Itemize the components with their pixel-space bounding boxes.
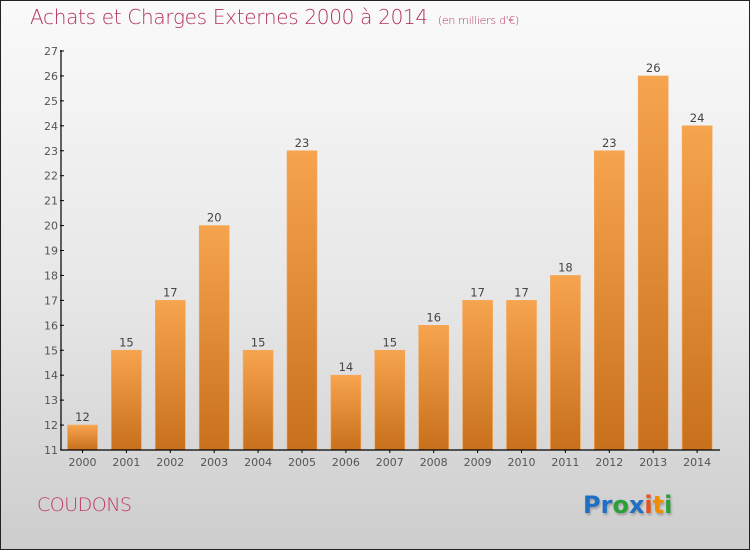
logo-letter: i — [644, 491, 653, 519]
bar-2003 — [198, 225, 230, 451]
value-label-2011: 18 — [558, 260, 573, 274]
chart-title: Achats et Charges Externes 2000 à 2014 (e… — [30, 5, 519, 29]
value-label-2006: 14 — [339, 360, 354, 374]
y-tick-label-27: 27 — [44, 45, 58, 58]
value-label-2004: 15 — [251, 335, 266, 349]
x-tick-label-2005: 2005 — [288, 456, 316, 469]
bar-2004 — [242, 349, 274, 451]
bar-2010 — [506, 300, 537, 451]
value-label-2003: 20 — [207, 211, 222, 225]
x-tick-label-2002: 2002 — [156, 456, 184, 469]
x-tick-label-2014: 2014 — [683, 456, 711, 469]
bar-2008 — [418, 325, 450, 451]
value-label-2009: 17 — [470, 285, 485, 299]
y-tick-label-26: 26 — [44, 70, 58, 83]
y-tick-label-25: 25 — [44, 95, 58, 108]
y-axis: 11 12 13 14 15 16 17 18 19 20 21 22 23 24 25 26 27 — [44, 45, 64, 457]
y-tick-label-20: 20 — [44, 220, 58, 233]
title-text: Achats et Charges Externes 2000 à 2014 — [30, 5, 428, 29]
y-tick-label-14: 14 — [44, 369, 58, 382]
bars-group — [67, 75, 713, 451]
y-tick-label-21: 21 — [44, 195, 58, 208]
value-label-2001: 15 — [119, 335, 134, 349]
y-tick-label-16: 16 — [44, 319, 58, 332]
y-tick-label-13: 13 — [44, 394, 58, 407]
bar-2000 — [67, 424, 98, 451]
logo-letter: r — [600, 491, 613, 519]
proxiti-logo[interactable]: Proxiti — [583, 491, 672, 519]
x-tick-label-2000: 2000 — [69, 456, 97, 469]
bar-2013 — [637, 75, 669, 451]
x-tick-label-2008: 2008 — [420, 456, 448, 469]
bar-2006 — [330, 374, 362, 451]
value-label-2008: 16 — [426, 310, 441, 324]
bar-2011 — [550, 275, 581, 451]
logo-letter: i — [664, 491, 673, 519]
value-label-2005: 23 — [295, 136, 310, 150]
x-tick-label-2001: 2001 — [112, 456, 140, 469]
title-unit: (en milliers d'€) — [437, 14, 520, 27]
value-label-2012: 23 — [602, 136, 617, 150]
bar-2001 — [111, 349, 142, 451]
x-tick-label-2012: 2012 — [595, 456, 623, 469]
bar-2002 — [155, 300, 186, 451]
bar-2005 — [286, 150, 318, 451]
x-tick-label-2011: 2011 — [551, 456, 579, 469]
y-tick-label-18: 18 — [44, 269, 58, 282]
x-tick-label-2006: 2006 — [332, 456, 360, 469]
x-tick-label-2009: 2009 — [464, 456, 492, 469]
x-tick-label-2003: 2003 — [200, 456, 228, 469]
value-label-2002: 17 — [163, 285, 178, 299]
y-tick-label-23: 23 — [44, 145, 58, 158]
x-tick-label-2013: 2013 — [639, 456, 667, 469]
x-tick-label-2007: 2007 — [376, 456, 404, 469]
bar-2009 — [462, 300, 493, 451]
logo-letter: t — [652, 491, 665, 519]
x-tick-label-2010: 2010 — [508, 456, 536, 469]
logo-letter: P — [583, 491, 601, 519]
y-tick-label-17: 17 — [44, 294, 58, 307]
y-tick-label-24: 24 — [44, 120, 58, 133]
y-tick-label-22: 22 — [44, 170, 58, 183]
bar-2007 — [374, 349, 406, 451]
y-tick-label-12: 12 — [44, 419, 58, 432]
y-tick-label-11: 11 — [44, 444, 58, 457]
value-label-2013: 26 — [646, 61, 661, 75]
commune-name: COUDONS — [37, 494, 132, 516]
value-label-2000: 12 — [75, 410, 90, 424]
x-tick-label-2004: 2004 — [244, 456, 272, 469]
y-tick-label-19: 19 — [44, 245, 58, 258]
logo-letter: o — [612, 491, 629, 519]
value-label-2014: 24 — [690, 111, 705, 125]
value-labels: 12 15 17 20 15 23 14 15 16 17 17 18 23 26 24 — [75, 61, 704, 424]
bar-2014 — [681, 125, 713, 451]
value-label-2010: 17 — [514, 285, 529, 299]
bar-2012 — [593, 150, 625, 451]
logo-letter: x — [628, 491, 645, 519]
x-axis: 2000 2001 2002 2003 2004 2005 2006 2007 2008 2009… — [61, 449, 720, 469]
value-label-2007: 15 — [382, 335, 397, 349]
y-tick-label-15: 15 — [44, 344, 58, 357]
